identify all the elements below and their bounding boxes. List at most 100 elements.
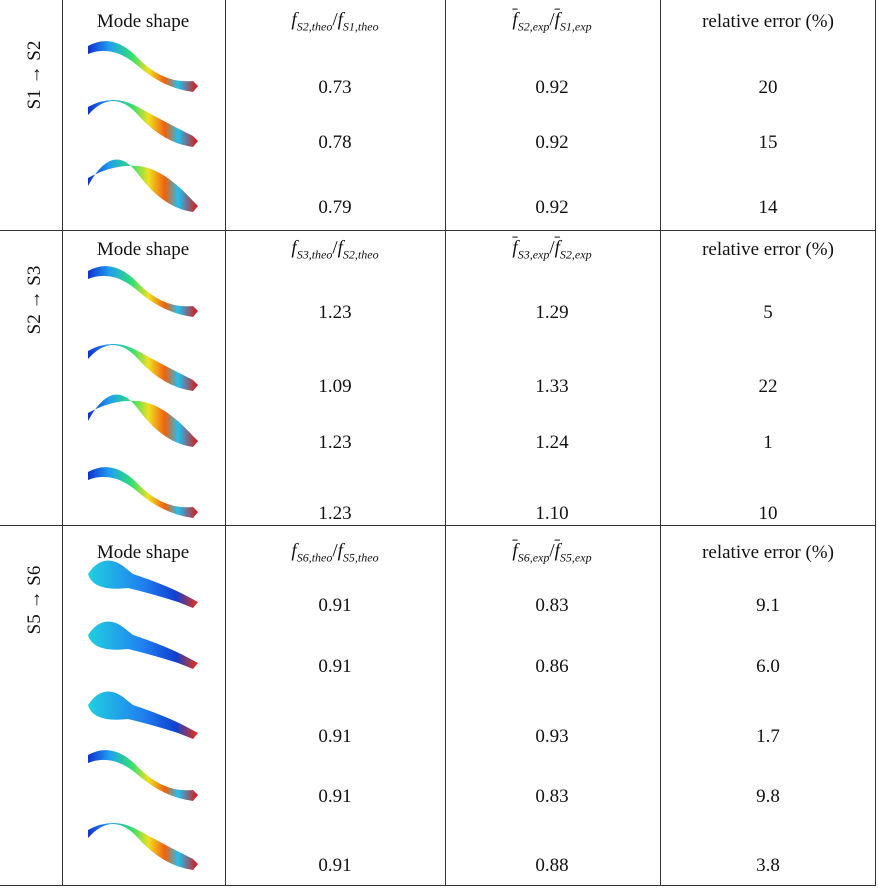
relative-error: 10 bbox=[758, 503, 778, 524]
subscript: S2,theo bbox=[296, 19, 333, 34]
subscript: S6,exp bbox=[517, 550, 550, 565]
relative-error: 6.0 bbox=[756, 656, 780, 677]
f-symbol: f bbox=[554, 237, 560, 259]
header-exp: fS3,exp/fS2,exp bbox=[512, 238, 591, 263]
subscript: S1,theo bbox=[342, 19, 379, 34]
section-rule bbox=[0, 230, 876, 231]
exp-ratio: 0.92 bbox=[535, 77, 569, 98]
theo-ratio: 0.91 bbox=[318, 786, 352, 807]
mode-shape bbox=[88, 344, 198, 391]
mode-shape bbox=[88, 159, 198, 212]
header-theo: fS6,theo/fS5,theo bbox=[291, 541, 378, 566]
column-rule bbox=[875, 0, 876, 886]
mode-shape bbox=[88, 621, 198, 669]
relative-error: 1.7 bbox=[756, 726, 780, 747]
theo-ratio: 0.79 bbox=[318, 197, 352, 218]
header-mode: Mode shape bbox=[96, 11, 190, 32]
section-rule bbox=[0, 525, 876, 526]
mode-shape bbox=[88, 41, 198, 92]
subscript: S6,theo bbox=[296, 550, 333, 565]
exp-ratio: 1.33 bbox=[535, 376, 569, 397]
exp-ratio: 1.24 bbox=[535, 432, 569, 453]
section-rule bbox=[0, 885, 876, 886]
relative-error: 9.1 bbox=[756, 595, 780, 616]
subscript: S2,exp bbox=[559, 247, 592, 262]
exp-ratio: 1.29 bbox=[535, 302, 569, 323]
relative-error: 9.8 bbox=[756, 786, 780, 807]
section-label: S1 → S2 bbox=[24, 40, 45, 110]
slash: / bbox=[549, 237, 555, 259]
header-exp: fS2,exp/fS1,exp bbox=[512, 10, 591, 35]
mode-shape bbox=[88, 467, 198, 518]
exp-ratio: 0.93 bbox=[535, 726, 569, 747]
theo-ratio: 1.23 bbox=[318, 503, 352, 524]
section-label: S2 → S3 bbox=[24, 265, 45, 335]
section-label: S5 → S6 bbox=[24, 565, 45, 635]
exp-ratio: 0.86 bbox=[535, 656, 569, 677]
header-theo: fS3,theo/fS2,theo bbox=[291, 238, 378, 263]
theo-ratio: 1.23 bbox=[318, 302, 352, 323]
theo-ratio: 0.91 bbox=[318, 656, 352, 677]
theo-ratio: 0.91 bbox=[318, 595, 352, 616]
mode-shape bbox=[88, 691, 198, 739]
exp-ratio: 0.83 bbox=[535, 786, 569, 807]
exp-ratio: 0.83 bbox=[535, 595, 569, 616]
header-mode: Mode shape bbox=[96, 542, 190, 563]
relative-error: 15 bbox=[758, 132, 778, 153]
header-error: relative error (%) bbox=[702, 239, 834, 260]
theo-ratio: 1.23 bbox=[318, 432, 352, 453]
f-symbol: f bbox=[337, 540, 343, 562]
subscript: S5,exp bbox=[559, 550, 592, 565]
f-symbol: f bbox=[291, 237, 297, 259]
f-symbol: f bbox=[337, 237, 343, 259]
f-symbol: f bbox=[291, 9, 297, 31]
header-mode: Mode shape bbox=[96, 239, 190, 260]
relative-error: 5 bbox=[763, 302, 773, 323]
theo-ratio: 0.91 bbox=[318, 855, 352, 876]
column-rule bbox=[62, 0, 63, 886]
subscript: S3,exp bbox=[517, 247, 550, 262]
column-rule bbox=[445, 0, 446, 886]
mode-shape bbox=[88, 394, 198, 447]
slash: / bbox=[332, 9, 338, 31]
subscript: S1,exp bbox=[559, 19, 592, 34]
mode-shape bbox=[88, 823, 198, 870]
subscript: S5,theo bbox=[342, 550, 379, 565]
slash: / bbox=[549, 540, 555, 562]
f-symbol: f bbox=[554, 9, 560, 31]
mode-shape bbox=[88, 100, 198, 147]
relative-error: 1 bbox=[763, 432, 773, 453]
f-symbol: f bbox=[512, 9, 518, 31]
theo-ratio: 0.78 bbox=[318, 132, 352, 153]
mode-shape bbox=[88, 750, 198, 801]
exp-ratio: 1.10 bbox=[535, 503, 569, 524]
relative-error: 3.8 bbox=[756, 855, 780, 876]
theo-ratio: 0.73 bbox=[318, 77, 352, 98]
column-rule bbox=[225, 0, 226, 886]
subscript: S2,exp bbox=[517, 19, 550, 34]
subscript: S2,theo bbox=[342, 247, 379, 262]
header-exp: fS6,exp/fS5,exp bbox=[512, 541, 591, 566]
f-symbol: f bbox=[554, 540, 560, 562]
header-theo: fS2,theo/fS1,theo bbox=[291, 10, 378, 35]
header-error: relative error (%) bbox=[702, 11, 834, 32]
f-symbol: f bbox=[512, 237, 518, 259]
relative-error: 20 bbox=[758, 77, 778, 98]
f-symbol: f bbox=[512, 540, 518, 562]
column-rule bbox=[660, 0, 661, 886]
f-symbol: f bbox=[291, 540, 297, 562]
mode-shape bbox=[88, 560, 198, 608]
exp-ratio: 0.88 bbox=[535, 855, 569, 876]
slash: / bbox=[332, 237, 338, 259]
subscript: S3,theo bbox=[296, 247, 333, 262]
slash: / bbox=[549, 9, 555, 31]
mode-shape bbox=[88, 266, 198, 317]
header-error: relative error (%) bbox=[702, 542, 834, 563]
slash: / bbox=[332, 540, 338, 562]
relative-error: 22 bbox=[758, 376, 778, 397]
exp-ratio: 0.92 bbox=[535, 132, 569, 153]
relative-error: 14 bbox=[758, 197, 778, 218]
theo-ratio: 1.09 bbox=[318, 376, 352, 397]
f-symbol: f bbox=[337, 9, 343, 31]
